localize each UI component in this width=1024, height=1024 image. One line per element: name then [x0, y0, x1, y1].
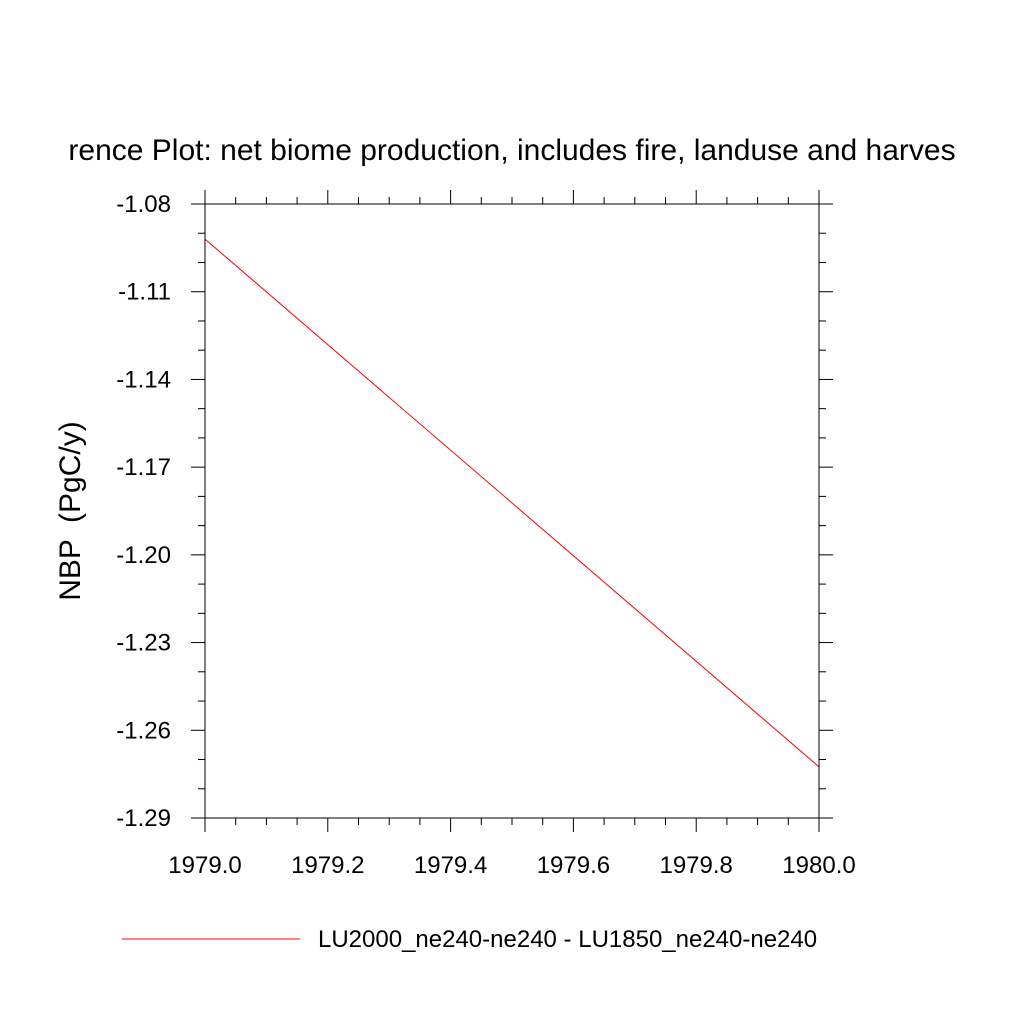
legend: LU2000_ne240-ne240 - LU1850_ne240-ne240: [122, 926, 817, 953]
y-tick-label: -1.20: [116, 542, 171, 569]
plot-series: [204, 238, 820, 768]
y-tick-label: -1.26: [116, 717, 171, 744]
y-tick-label: -1.23: [116, 630, 171, 657]
y-axis-ticks: [191, 203, 833, 819]
plot-frame: [204, 203, 820, 819]
x-tick-label: 1979.8: [659, 852, 732, 879]
y-tick-label: -1.11: [118, 279, 171, 306]
y-tick-label: -1.17: [116, 454, 171, 481]
x-tick-label: 1979.2: [291, 852, 364, 879]
x-axis-tick-labels: 1979.0 1979.2 1979.4 1979.6 1979.8 1980.0: [168, 852, 855, 879]
chart-title: rence Plot: net biome production, includ…: [68, 134, 955, 167]
y-axis-label: NBP (PgC/y): [54, 421, 87, 601]
y-axis-tick-labels: -1.08 -1.11 -1.14 -1.17 -1.20 -1.23 -1.26 -1.29: [116, 191, 171, 832]
y-tick-label: -1.08: [116, 191, 171, 218]
legend-label: LU2000_ne240-ne240 - LU1850_ne240-ne240: [318, 926, 817, 953]
x-tick-label: 1979.4: [414, 852, 487, 879]
x-tick-label: 1980.0: [782, 852, 855, 879]
x-tick-label: 1979.6: [537, 852, 610, 879]
y-tick-label: -1.14: [116, 366, 171, 393]
x-tick-label: 1979.0: [168, 852, 241, 879]
series-line: [204, 238, 820, 768]
y-tick-label: -1.29: [116, 805, 171, 832]
x-axis-ticks: [204, 190, 820, 832]
